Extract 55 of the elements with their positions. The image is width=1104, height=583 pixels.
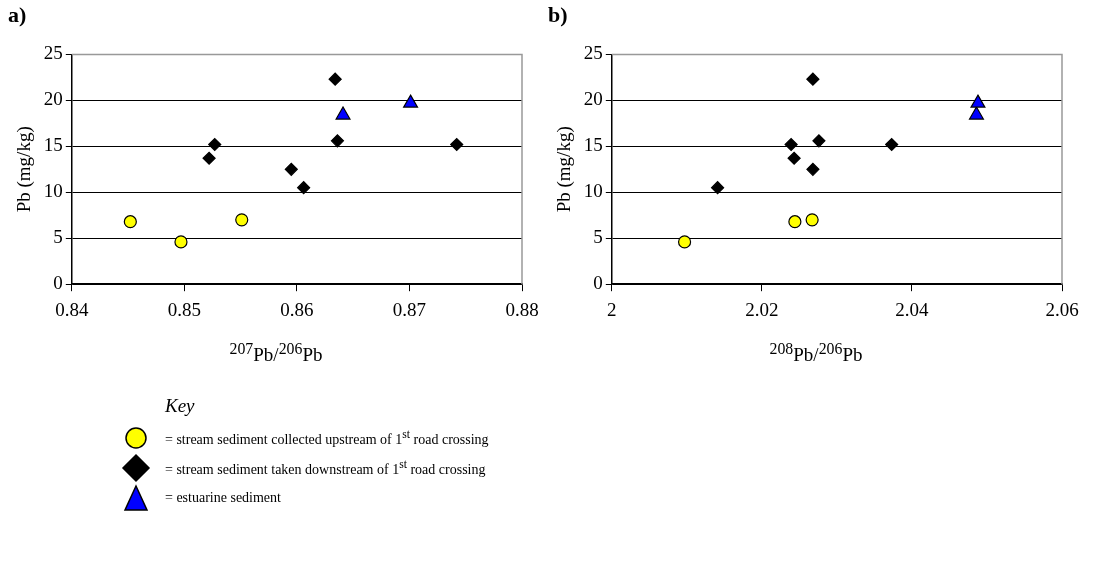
legend-label: = estuarine sediment <box>165 490 281 506</box>
point <box>968 106 984 120</box>
y-axis-title: Pb (mg/kg) <box>553 126 576 213</box>
y-tick-label: 20 <box>583 88 603 110</box>
point <box>885 137 899 152</box>
point <box>335 106 351 120</box>
y-tick-label: 25 <box>583 42 603 64</box>
y-tick-label: 10 <box>583 180 603 202</box>
y-tick-label: 15 <box>43 134 63 156</box>
y-tick-label: 0 <box>53 272 63 294</box>
x-tick-label: 0.85 <box>167 298 201 320</box>
legend-title: Key <box>165 395 196 417</box>
x-tick-label: 2 <box>607 298 617 320</box>
chart-title: a) <box>8 2 27 28</box>
x-tick-label: 2.02 <box>745 298 779 320</box>
y-tick-label: 0 <box>593 272 603 294</box>
y-tick-label: 25 <box>43 42 63 64</box>
point <box>787 151 801 165</box>
x-tick-label: 0.88 <box>505 298 539 320</box>
point <box>805 213 819 227</box>
point <box>235 213 249 227</box>
legend-label: = stream sediment collected upstream of 1$^{st}$ road crossing <box>165 428 489 448</box>
point <box>806 162 820 176</box>
legend-label: = stream sediment taken downstream of 1$^{st}$ road crossing <box>165 458 486 478</box>
x-tick-label: 2.06 <box>1045 298 1079 320</box>
point <box>677 235 692 249</box>
point <box>123 215 137 229</box>
y-tick-label: 20 <box>43 88 63 110</box>
x-axis-title: $^{208}$Pb/$^{206}$Pb <box>768 340 864 367</box>
x-tick-label: 0.84 <box>55 298 89 320</box>
point <box>788 215 802 229</box>
y-axis-title: Pb (mg/kg) <box>13 126 36 213</box>
point <box>328 72 342 86</box>
y-tick-label: 10 <box>43 180 63 202</box>
x-tick-label: 2.04 <box>895 298 930 320</box>
y-tick-label: 5 <box>593 226 603 248</box>
point <box>812 134 826 148</box>
point <box>202 151 216 165</box>
x-tick-label: 0.86 <box>280 298 314 320</box>
x-tick-label: 0.87 <box>392 298 427 320</box>
point <box>284 162 298 176</box>
point <box>784 137 798 152</box>
y-tick-label: 5 <box>53 226 63 248</box>
point <box>297 181 311 195</box>
point <box>970 94 986 108</box>
point <box>450 137 464 152</box>
point <box>208 137 222 152</box>
chart-title: b) <box>548 2 568 28</box>
y-tick-label: 15 <box>583 134 603 156</box>
point <box>711 181 725 195</box>
point <box>330 134 345 148</box>
point <box>403 94 419 108</box>
point <box>174 235 188 249</box>
point <box>806 72 820 86</box>
x-axis-title: $^{207}$Pb/$^{206}$Pb <box>228 340 324 367</box>
